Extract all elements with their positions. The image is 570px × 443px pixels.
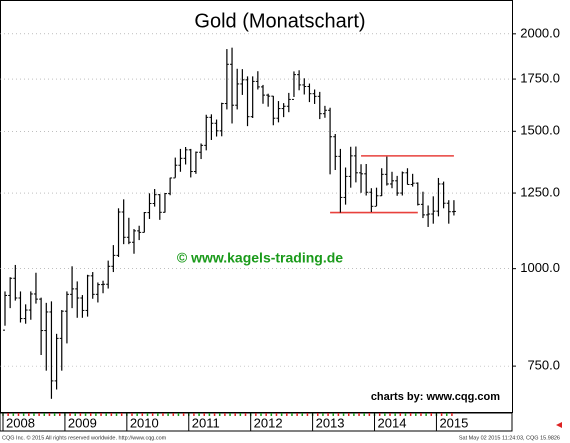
y-tick-label: 750.0 — [527, 358, 560, 373]
source-note: charts by: www.cqg.com — [371, 391, 500, 403]
x-tick-label: 2014 — [378, 415, 407, 430]
y-tick-label: 2000.0 — [520, 25, 560, 40]
footer-right: Sat May 02 2015 11:24:03, CQG 15.9826 — [459, 435, 560, 441]
x-tick-label: 2012 — [254, 415, 283, 430]
x-tick-label: 2008 — [6, 415, 35, 430]
x-tick-label: 2013 — [316, 415, 345, 430]
y-tick-label: 1000.0 — [520, 260, 560, 275]
y-tick-label: 1250.0 — [520, 184, 560, 199]
x-tick-label: 2009 — [68, 415, 97, 430]
scroll-arrow[interactable] — [556, 422, 562, 428]
y-tick-label: 1500.0 — [520, 123, 560, 138]
x-tick-label: 2015 — [439, 415, 468, 430]
x-tick-label: 2010 — [130, 415, 159, 430]
chart-title: Gold (Monatschart) — [194, 10, 365, 32]
footer-left: CQG Inc. © 2015 All rights reserved worl… — [2, 434, 167, 441]
watermark: © www.kagels-trading.de — [177, 250, 343, 266]
y-tick-label: 1750.0 — [520, 71, 560, 86]
x-tick-label: 2011 — [192, 415, 220, 430]
